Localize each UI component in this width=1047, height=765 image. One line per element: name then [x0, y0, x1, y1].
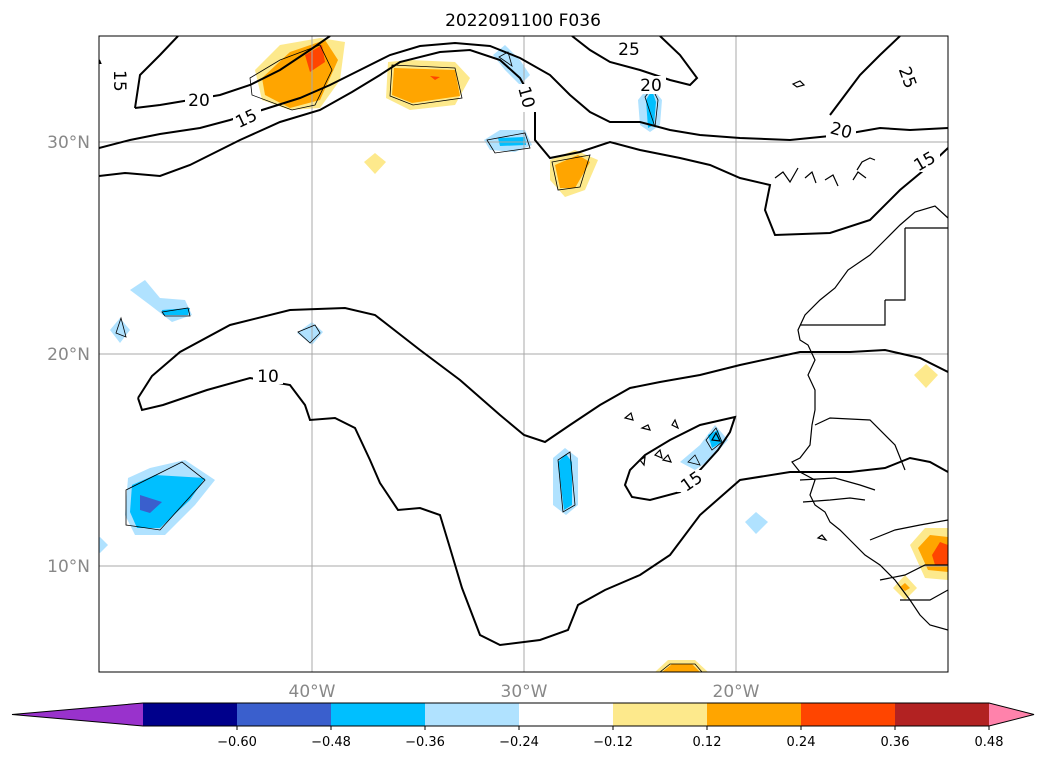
contour-label: 20: [640, 76, 662, 96]
coastlines: [623, 80, 948, 631]
colorbar-segment: [519, 703, 614, 726]
contour-label: 25: [618, 40, 640, 60]
colorbar-extend-high: [989, 703, 1034, 726]
colorbar-segment: [237, 703, 332, 726]
contour-label-group: 20 15 15 10 25 20 20 25 15 10: [99, 40, 940, 496]
colorbar-tick-label: −0.12: [593, 735, 633, 750]
colorbar-tick-label: 0.36: [881, 735, 910, 750]
contour-label: 15: [109, 70, 129, 92]
colorbar-segment: [613, 703, 708, 726]
colorbar-outline: [11, 702, 1035, 727]
lat-labels: 30°N 20°N 10°N: [47, 133, 90, 577]
colorbar-segment: [707, 703, 802, 726]
colorbar-segment: [425, 703, 520, 726]
lon-label: 40°W: [289, 682, 336, 702]
colorbar-tick-label: −0.60: [217, 735, 257, 750]
map-title: 2022091100 F036: [445, 11, 601, 31]
lon-label: 30°W: [501, 682, 548, 702]
colorbar-segment: [143, 703, 238, 726]
colorbar-segment: [895, 703, 990, 726]
colorbar-extend-low: [12, 703, 143, 726]
colorbar-tick-label: −0.48: [311, 735, 351, 750]
lat-label: 30°N: [47, 133, 90, 153]
lat-label: 10°N: [47, 557, 90, 577]
colorbar-tick-label: −0.36: [405, 735, 445, 750]
colorbar-tick-label: −0.24: [499, 735, 539, 750]
colorbar-tick-label: 0.24: [787, 735, 816, 750]
lat-label: 20°N: [47, 345, 90, 365]
gridlines: [99, 36, 948, 672]
lon-label: 20°W: [713, 682, 760, 702]
colorbar-tick-label: 0.12: [693, 735, 722, 750]
colorbar: −0.60 −0.48 −0.36 −0.24 −0.12 0.12 0.24 0.36 0.4…: [11, 702, 1035, 750]
contour-label: 20: [188, 91, 210, 111]
colorbar-segment: [801, 703, 896, 726]
patch-outlines: [115, 44, 723, 672]
colorbar-segment: [331, 703, 426, 726]
colorbar-tick-label: 0.48: [975, 735, 1004, 750]
map-panel: 20 15 15 10 25 20 20 25 15 10: [98, 35, 949, 673]
lon-labels: 40°W 30°W 20°W: [289, 682, 760, 702]
contour-label: 10: [257, 367, 279, 387]
